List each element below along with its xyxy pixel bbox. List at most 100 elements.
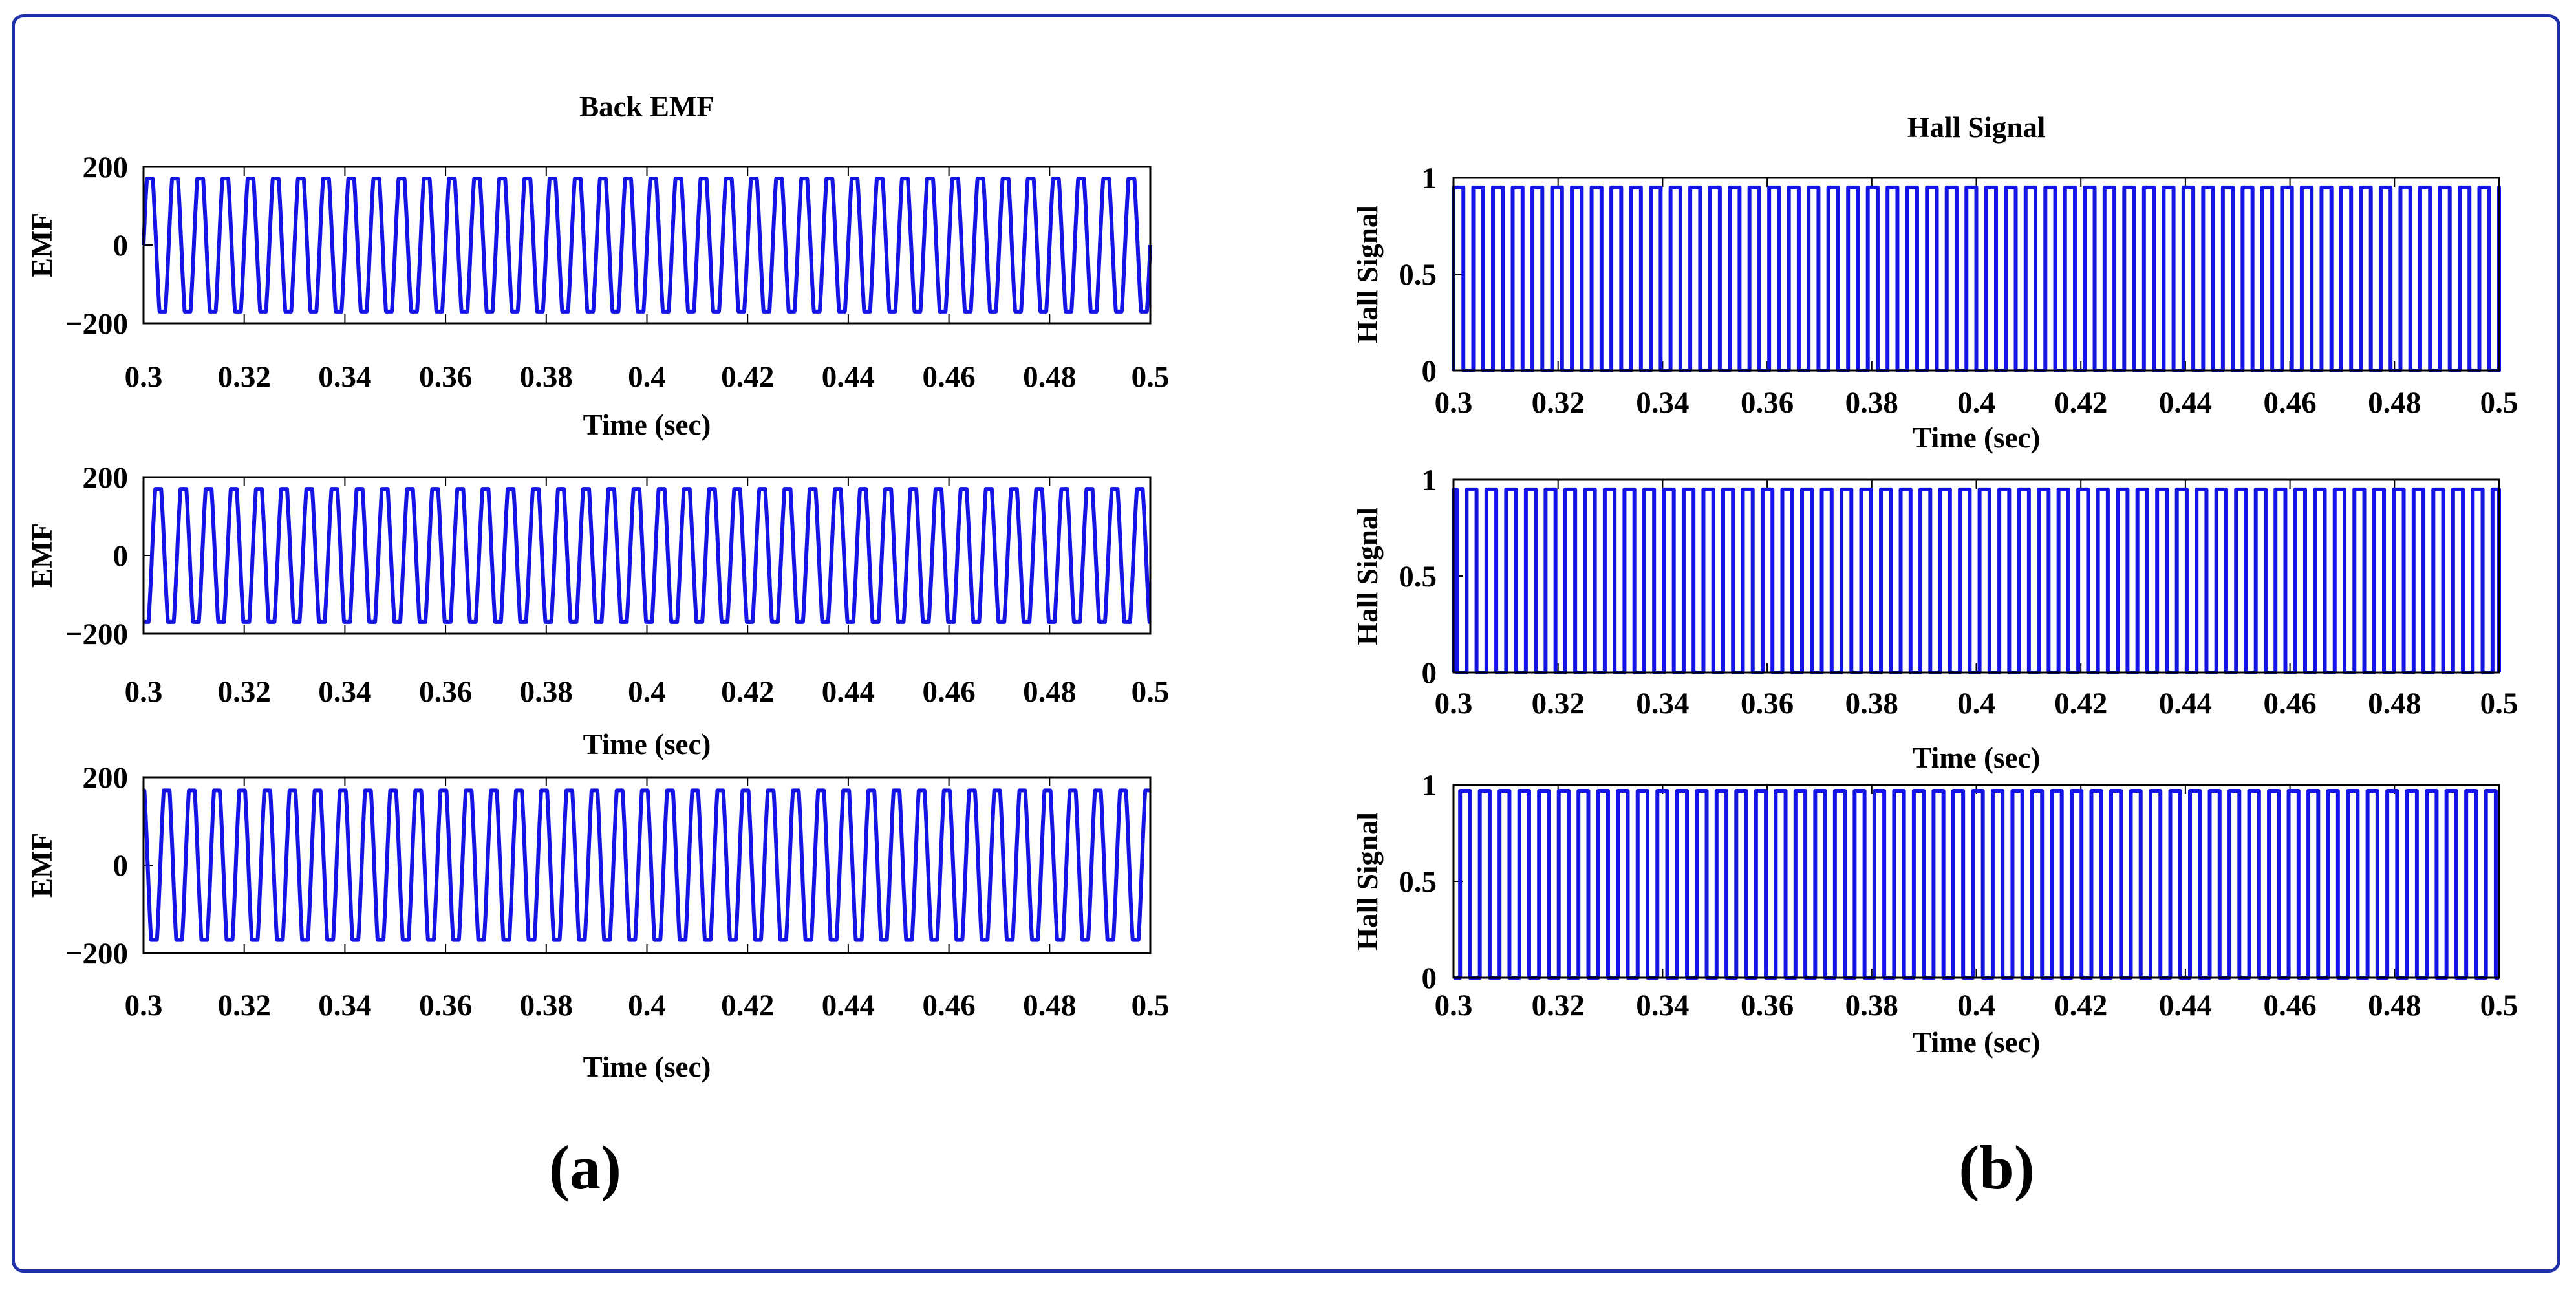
series-line (142, 788, 1152, 942)
subplot-5: 0.3 0.32 0.34 0.36 0.38 0.4 0.42 0.44 0.46 0.48 0.… (1351, 464, 2518, 774)
subplot-4: 0.3 0.32 0.34 0.36 0.38 0.4 0.42 0.44 0.46 0.48 0.… (1351, 111, 2518, 454)
y-tick-label: 200 (83, 761, 129, 795)
y-axis-label: Hall Signal (1351, 205, 1384, 343)
x-tick-label: 0.38 (520, 360, 573, 394)
x-tick-label: 0.46 (2263, 989, 2316, 1022)
x-tick-label: 0.44 (2159, 386, 2212, 420)
x-tick-label: 0.42 (721, 360, 774, 394)
subplot-6: 0.3 0.32 0.34 0.36 0.38 0.4 0.42 0.44 0.46 0.48 0.… (1351, 769, 2518, 1059)
panel-label-b: (b) (1959, 1133, 2034, 1202)
y-tick-label: 0.5 (1399, 258, 1437, 292)
x-tick-label: 0.36 (419, 989, 472, 1022)
plot-area (1452, 478, 2500, 674)
x-axis-label: Time (sec) (1913, 1026, 2041, 1059)
y-axis-label: Hall Signal (1351, 812, 1384, 951)
figure-frame (12, 14, 2560, 1273)
x-tick-label: 0.3 (125, 360, 163, 394)
x-tick-label: 0.32 (218, 675, 271, 709)
series-line (142, 177, 1152, 314)
x-tick-label: 0.46 (922, 675, 975, 709)
x-tick-label: 0.42 (721, 989, 774, 1022)
series-line (142, 487, 1152, 624)
x-tick-label: 0.48 (2368, 989, 2421, 1022)
x-tick-label: 0.48 (2368, 386, 2421, 420)
plot-area (1452, 784, 2500, 979)
subplot-3: 0.3 0.32 0.34 0.36 0.38 0.4 0.42 0.44 0.46 0.48 0.… (26, 761, 1169, 1083)
x-tick-label: 0.34 (1636, 386, 1689, 420)
subplot-2: 0.3 0.32 0.34 0.36 0.38 0.4 0.42 0.44 0.46 0.48 0.… (26, 461, 1169, 760)
x-tick-label: 0.4 (628, 675, 666, 709)
x-tick-label: 0.3 (125, 675, 163, 709)
y-tick-label: 1 (1422, 769, 1437, 802)
y-tick-label: 0 (1422, 354, 1437, 388)
x-tick-label: 0.4 (1957, 386, 1995, 420)
x-tick-label: 0.38 (1845, 386, 1898, 420)
x-tick-label: 0.3 (1435, 687, 1473, 720)
x-tick-label: 0.36 (1741, 386, 1794, 420)
x-tick-label: 0.38 (1845, 989, 1898, 1022)
x-tick-label: 0.48 (1023, 989, 1076, 1022)
x-tick-label: 0.42 (721, 675, 774, 709)
x-tick-label: 0.42 (2054, 687, 2107, 720)
x-tick-label: 0.36 (419, 675, 472, 709)
y-tick-label: 0 (1422, 962, 1437, 995)
y-tick-label: 1 (1422, 464, 1437, 497)
y-tick-label: 0.5 (1399, 560, 1437, 594)
y-tick-label: 0 (113, 849, 129, 883)
y-axis-label: EMF (26, 833, 58, 898)
y-axis-label: Hall Signal (1351, 507, 1384, 645)
x-tick-label: 0.5 (1132, 360, 1170, 394)
x-tick-label: 0.34 (1636, 687, 1689, 720)
y-tick-label: 0 (113, 539, 129, 573)
x-axis-label: Time (sec) (583, 1051, 711, 1083)
y-tick-label: −200 (65, 937, 128, 971)
chart-title: Back EMF (579, 91, 714, 123)
x-tick-label: 0.34 (318, 675, 371, 709)
x-tick-label: 0.46 (2263, 687, 2316, 720)
x-tick-label: 0.46 (2263, 386, 2316, 420)
x-tick-label: 0.34 (318, 989, 371, 1022)
x-tick-label: 0.3 (1435, 989, 1473, 1022)
x-tick-label: 0.34 (1636, 989, 1689, 1022)
x-tick-label: 0.44 (2159, 687, 2212, 720)
x-tick-label: 0.44 (822, 989, 875, 1022)
x-axis-label: Time (sec) (1913, 742, 2041, 774)
x-tick-label: 0.34 (318, 360, 371, 394)
series-line (1452, 185, 2501, 372)
x-tick-label: 0.38 (520, 675, 573, 709)
y-tick-label: 1 (1422, 162, 1437, 195)
subplot-1: 0.3 0.32 0.34 0.36 0.38 0.4 0.42 0.44 0.46 0.48 0.… (26, 91, 1169, 441)
y-tick-label: 0 (1422, 656, 1437, 690)
x-tick-label: 0.3 (1435, 386, 1473, 420)
y-tick-label: 0.5 (1399, 865, 1437, 899)
x-axis-label: Time (sec) (1913, 422, 2041, 454)
y-tick-label: 200 (83, 461, 129, 495)
x-tick-label: 0.4 (1957, 989, 1995, 1022)
panel-label-a: (a) (549, 1133, 621, 1202)
x-tick-label: 0.46 (922, 360, 975, 394)
x-tick-label: 0.44 (2159, 989, 2212, 1022)
y-tick-label: −200 (65, 307, 128, 341)
series-line (1454, 788, 2499, 980)
x-tick-label: 0.5 (1132, 675, 1170, 709)
x-axis-label: Time (sec) (583, 409, 711, 441)
y-tick-label: 200 (83, 151, 129, 184)
x-tick-label: 0.38 (1845, 687, 1898, 720)
x-tick-label: 0.42 (2054, 386, 2107, 420)
x-tick-label: 0.48 (1023, 360, 1076, 394)
x-tick-label: 0.5 (2480, 687, 2518, 720)
y-tick-label: −200 (65, 618, 128, 651)
x-tick-label: 0.4 (628, 360, 666, 394)
x-tick-label: 0.36 (1741, 989, 1794, 1022)
x-tick-label: 0.4 (628, 989, 666, 1022)
x-tick-label: 0.48 (2368, 687, 2421, 720)
chart-title: Hall Signal (1907, 111, 2046, 144)
x-tick-label: 0.5 (2480, 386, 2518, 420)
x-tick-label: 0.32 (1532, 687, 1585, 720)
x-tick-label: 0.42 (2054, 989, 2107, 1022)
x-tick-label: 0.32 (218, 989, 271, 1022)
y-tick-label: 0 (113, 229, 129, 263)
y-axis-label: EMF (26, 523, 58, 588)
y-axis-label: EMF (26, 213, 58, 277)
